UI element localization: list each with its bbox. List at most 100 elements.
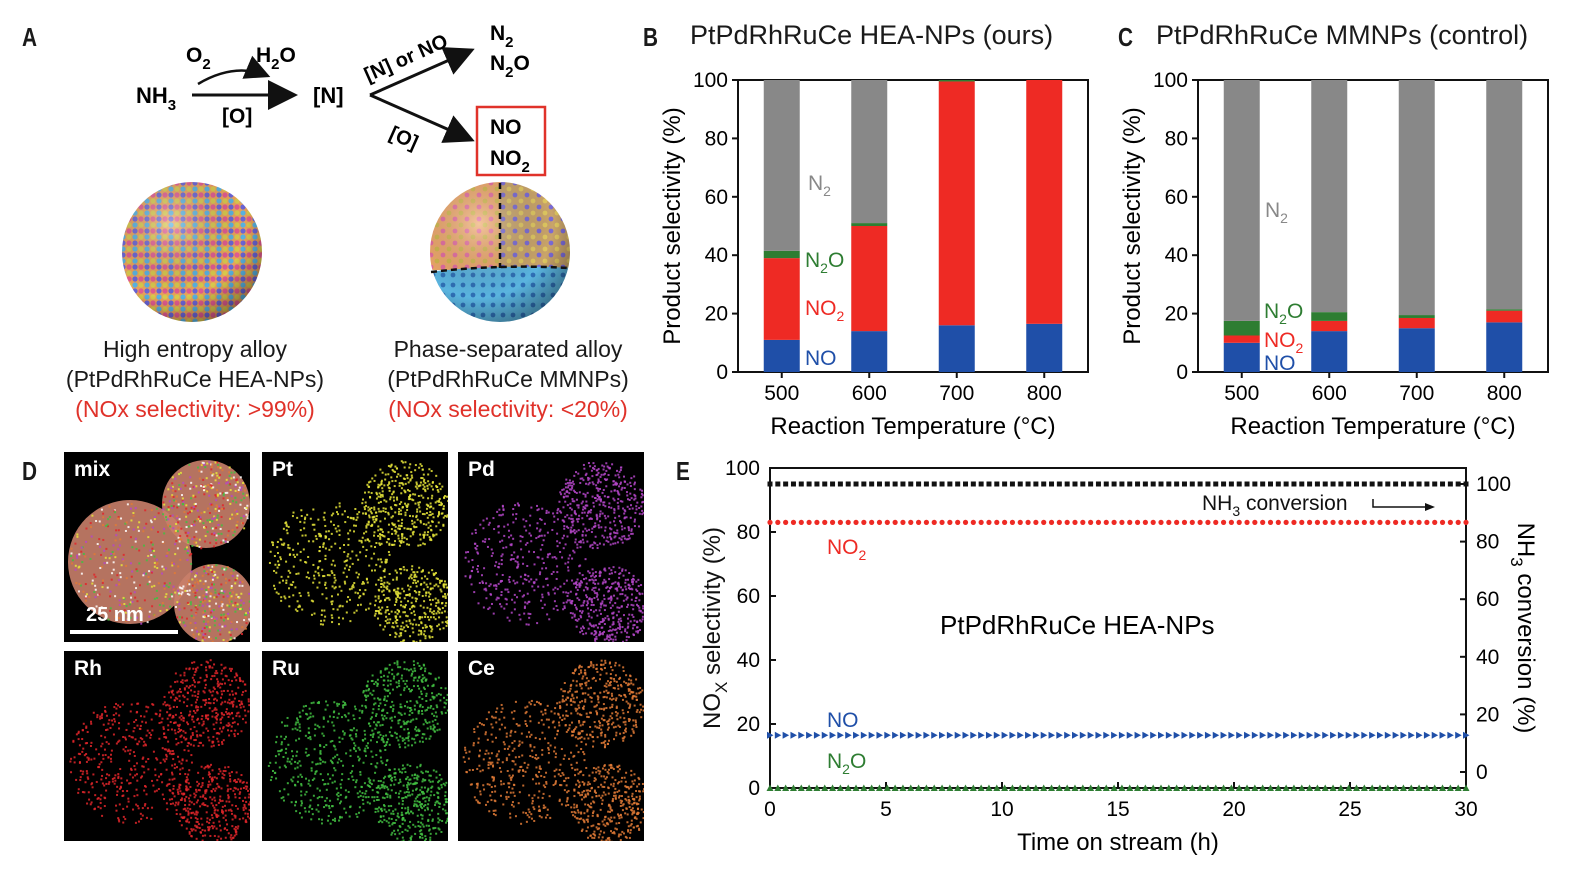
map-dot <box>587 476 590 479</box>
map-dot <box>529 514 532 517</box>
map-dot <box>334 542 337 545</box>
map-dot <box>415 729 418 732</box>
map-dot <box>567 557 570 560</box>
map-dot <box>198 782 201 785</box>
map-dot <box>562 534 565 537</box>
map-dot <box>400 539 403 542</box>
map-dot <box>229 502 232 505</box>
map-dot <box>130 502 133 505</box>
map-dot <box>579 540 582 543</box>
map-dot <box>597 480 600 483</box>
map-dot <box>188 832 191 835</box>
map-dot <box>136 569 139 572</box>
map-dot <box>223 613 226 616</box>
map-dot <box>157 512 160 515</box>
map-dot <box>219 633 222 636</box>
map-dot <box>303 521 306 524</box>
map-dot <box>597 526 600 529</box>
map-dot <box>436 500 439 503</box>
map-dot <box>433 696 436 699</box>
map-dot <box>407 737 410 740</box>
map-dot <box>221 616 224 619</box>
map-dot <box>180 824 183 827</box>
map-dot <box>633 518 636 521</box>
map-dot <box>81 791 84 794</box>
map-dot <box>207 717 210 720</box>
map-dot <box>413 590 416 593</box>
map-dot <box>395 732 398 735</box>
map-dot <box>238 792 241 795</box>
map-dot <box>178 518 181 521</box>
map-dot <box>467 551 470 554</box>
map-dot <box>572 530 575 533</box>
map-dot <box>120 781 123 784</box>
map-dot <box>177 742 180 745</box>
map-dot <box>374 599 377 602</box>
map-dot <box>537 556 540 559</box>
map-dot <box>355 609 358 612</box>
map-dot <box>171 798 174 801</box>
map-dot <box>439 608 442 611</box>
y-axis-label: Product selectivity (%) <box>1119 107 1146 344</box>
map-dot <box>364 512 367 515</box>
map-dot <box>214 591 217 594</box>
map-dot <box>423 533 426 536</box>
map-dot <box>113 552 116 555</box>
map-dot <box>201 839 204 841</box>
map-dot <box>175 523 178 526</box>
map-dot <box>90 758 93 761</box>
map-dot <box>367 521 370 524</box>
map-dot <box>502 546 505 549</box>
map-dot <box>221 713 224 716</box>
map-dot <box>184 731 187 734</box>
map-dot <box>210 763 213 766</box>
map-dot <box>398 568 401 571</box>
map-dot <box>424 575 427 578</box>
map-dot <box>79 753 82 756</box>
map-dot <box>599 620 602 623</box>
map-dot <box>384 599 387 602</box>
map-dot <box>180 718 183 721</box>
map-dot <box>342 571 345 574</box>
map-dot <box>585 482 588 485</box>
map-dot <box>588 622 591 625</box>
map-dot <box>190 506 193 509</box>
map-dot <box>429 832 432 835</box>
map-dot <box>307 540 310 543</box>
map-dot <box>275 571 278 574</box>
map-dot <box>164 567 167 570</box>
map-dot <box>424 624 427 627</box>
map-dot <box>575 518 578 521</box>
map-dot <box>490 548 493 551</box>
map-dot <box>332 744 335 747</box>
map-dot <box>189 603 192 606</box>
map-dot <box>85 760 88 763</box>
map-dot <box>536 504 539 507</box>
map-dot <box>125 605 128 608</box>
map-dot <box>175 540 178 543</box>
map-dot <box>232 717 235 720</box>
map-dot <box>326 704 329 707</box>
map-dot <box>574 490 577 493</box>
map-dot <box>493 528 496 531</box>
map-dot <box>211 776 214 779</box>
map-dot <box>629 516 632 519</box>
map-dot <box>375 491 378 494</box>
map-dot <box>393 768 396 771</box>
map-dot <box>341 704 344 707</box>
map-dot <box>234 729 237 732</box>
map-dot <box>613 489 616 492</box>
map-dot <box>213 674 216 677</box>
map-dot <box>426 616 429 619</box>
map-dot <box>80 546 83 549</box>
map-dot <box>431 488 434 491</box>
map-dot <box>230 810 233 813</box>
map-dot <box>153 597 156 600</box>
map-dot <box>120 777 123 780</box>
map-dot <box>95 780 98 783</box>
map-dot <box>396 612 399 615</box>
map-dot <box>394 569 397 572</box>
map-dot <box>370 545 373 548</box>
bar-no-700 <box>938 325 975 372</box>
map-dot <box>166 508 169 511</box>
